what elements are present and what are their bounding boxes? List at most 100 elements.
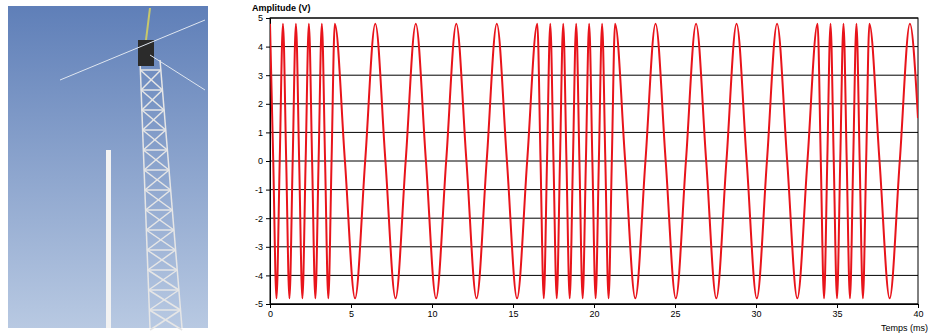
tick-mark bbox=[266, 275, 270, 276]
tick: 15 bbox=[508, 304, 518, 319]
photo-pole bbox=[106, 150, 111, 328]
y-axis-title: Amplitude (V) bbox=[252, 3, 311, 13]
tower-rung bbox=[141, 89, 162, 91]
tick-mark bbox=[351, 304, 352, 308]
tick: 1 bbox=[258, 128, 270, 138]
y-axis: -5-4-3-2-1012345 bbox=[255, 13, 271, 309]
tick-mark bbox=[266, 18, 270, 19]
tick: -3 bbox=[255, 242, 270, 252]
tick-mark bbox=[266, 304, 270, 305]
tower-rung bbox=[147, 249, 176, 251]
tick: 10 bbox=[427, 304, 437, 319]
tick: 25 bbox=[670, 304, 680, 319]
tower-brace bbox=[142, 110, 166, 130]
tick-mark bbox=[266, 247, 270, 248]
tower-leg bbox=[160, 60, 182, 328]
photo bbox=[8, 6, 208, 330]
photo-tower bbox=[140, 60, 182, 330]
page: -5-4-3-2-10123450510152025303540Amplitud… bbox=[0, 0, 935, 336]
tower-brace bbox=[147, 250, 177, 270]
tick-mark bbox=[266, 190, 270, 191]
tick: 0 bbox=[258, 156, 270, 166]
tick-mark bbox=[594, 304, 595, 308]
tick: 5 bbox=[349, 304, 354, 319]
tick-mark bbox=[266, 47, 270, 48]
plot-frame bbox=[270, 18, 918, 304]
tower-brace bbox=[148, 250, 176, 270]
signal-line bbox=[270, 24, 918, 299]
tick-mark bbox=[266, 218, 270, 219]
grid-line bbox=[270, 103, 918, 104]
tower-brace bbox=[143, 130, 165, 150]
photo-wire bbox=[150, 55, 205, 90]
photo-wire bbox=[60, 20, 205, 80]
tower-brace bbox=[149, 270, 178, 290]
tick-label: 4 bbox=[258, 42, 263, 52]
tick: 4 bbox=[258, 42, 270, 52]
tick-mark bbox=[266, 132, 270, 133]
tick-label: 20 bbox=[589, 309, 599, 319]
axis-line bbox=[271, 305, 919, 309]
tick-label: 10 bbox=[427, 309, 437, 319]
tick-label: -2 bbox=[255, 214, 263, 224]
tower-brace bbox=[141, 90, 164, 110]
tower-brace bbox=[146, 190, 171, 210]
tick-label: -4 bbox=[255, 271, 263, 281]
tick-label: 0 bbox=[268, 309, 273, 319]
tick: 2 bbox=[258, 99, 270, 109]
tick: 20 bbox=[589, 304, 599, 319]
tower-brace bbox=[146, 230, 175, 250]
photo-sky bbox=[8, 6, 208, 328]
tower-rung bbox=[140, 69, 160, 71]
tower-rung bbox=[142, 109, 164, 111]
tick-mark bbox=[513, 304, 514, 308]
tower-brace bbox=[146, 210, 174, 230]
tick-label: 5 bbox=[349, 309, 354, 319]
tower-rung bbox=[149, 309, 180, 311]
tower-rung bbox=[143, 149, 167, 151]
tick-mark bbox=[918, 304, 919, 308]
grid-line bbox=[270, 75, 918, 76]
tower-brace bbox=[148, 270, 179, 290]
tick-label: 40 bbox=[913, 309, 923, 319]
tick: -2 bbox=[255, 214, 270, 224]
tick-label: -5 bbox=[255, 299, 263, 309]
tower-rung bbox=[149, 289, 179, 291]
tick-label: 35 bbox=[832, 309, 842, 319]
photo-antenna bbox=[146, 8, 150, 40]
tower-brace bbox=[146, 210, 172, 230]
tower-rung bbox=[144, 169, 169, 171]
tick-label: 1 bbox=[258, 128, 263, 138]
tick-label: 30 bbox=[751, 309, 761, 319]
axis-line bbox=[266, 19, 271, 305]
grid bbox=[270, 18, 918, 304]
tower-rung bbox=[146, 209, 173, 211]
tower-brace bbox=[142, 90, 163, 110]
tick: 3 bbox=[258, 71, 270, 81]
tick-mark bbox=[266, 161, 270, 162]
tower-brace bbox=[149, 290, 179, 310]
tick: 30 bbox=[751, 304, 761, 319]
tower-brace bbox=[143, 130, 168, 150]
tower-brace bbox=[147, 230, 174, 250]
tick-mark bbox=[266, 104, 270, 105]
tower-brace bbox=[149, 310, 182, 330]
tick: 35 bbox=[832, 304, 842, 319]
tower-rung bbox=[145, 189, 171, 191]
tick-mark bbox=[266, 75, 270, 76]
tick-label: 3 bbox=[258, 71, 263, 81]
tick-mark bbox=[837, 304, 838, 308]
plot-area bbox=[270, 24, 918, 299]
tick: 40 bbox=[913, 304, 923, 319]
chart: -5-4-3-2-10123450510152025303540Amplitud… bbox=[252, 3, 928, 333]
tick-label: -3 bbox=[255, 242, 263, 252]
grid-line bbox=[270, 46, 918, 47]
tower-brace bbox=[145, 170, 169, 190]
tower-brace bbox=[143, 110, 164, 130]
tower-brace bbox=[144, 170, 171, 190]
tower-brace bbox=[145, 190, 172, 210]
tower-rung bbox=[143, 129, 166, 131]
tower-rung bbox=[148, 269, 177, 271]
tick-mark bbox=[756, 304, 757, 308]
tower-leg bbox=[140, 60, 150, 328]
